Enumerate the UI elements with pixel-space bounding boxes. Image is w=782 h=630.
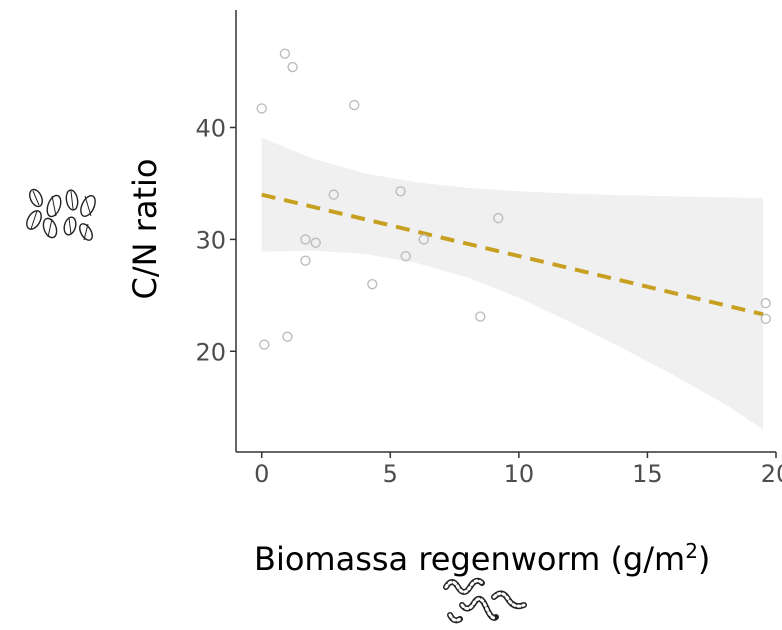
data-point: [367, 278, 378, 290]
x-tick-label: 20: [761, 460, 782, 488]
data-point: [279, 48, 291, 59]
y-axis-title: C/N ratio: [126, 158, 164, 299]
x-tick-label: 15: [632, 460, 663, 488]
x-axis-title-sup: 2: [685, 539, 698, 563]
data-point: [493, 212, 504, 224]
data-point: [300, 255, 311, 266]
data-point: [300, 234, 311, 245]
data-point: [256, 103, 267, 114]
x-tick-label: 0: [254, 460, 269, 488]
x-tick-label: 10: [504, 460, 535, 488]
earthworm-icon: [443, 577, 527, 624]
data-point: [287, 61, 298, 73]
data-point: [328, 189, 339, 200]
data-point: [310, 237, 321, 248]
y-tick-label: 20: [195, 338, 226, 366]
x-axis-title: Biomassa regenworm (g/m2): [254, 539, 710, 578]
data-point: [395, 186, 406, 197]
data-point: [475, 311, 486, 322]
data-point: [400, 250, 411, 262]
x-axis-title-suffix: ): [698, 540, 710, 578]
y-tick-label: 30: [195, 226, 226, 254]
data-point: [282, 331, 293, 342]
data-point: [349, 99, 360, 111]
x-tick-label: 5: [383, 460, 398, 488]
confidence-band: [261, 137, 764, 430]
data-point: [760, 297, 771, 309]
x-axis-title-main: Biomassa regenworm (g/m: [254, 540, 685, 578]
data-point: [760, 313, 771, 325]
trend-line: [261, 192, 764, 317]
leaves-icon: [26, 188, 96, 241]
data-point: [418, 234, 429, 245]
y-tick-label: 40: [195, 114, 226, 142]
data-point: [259, 339, 270, 350]
